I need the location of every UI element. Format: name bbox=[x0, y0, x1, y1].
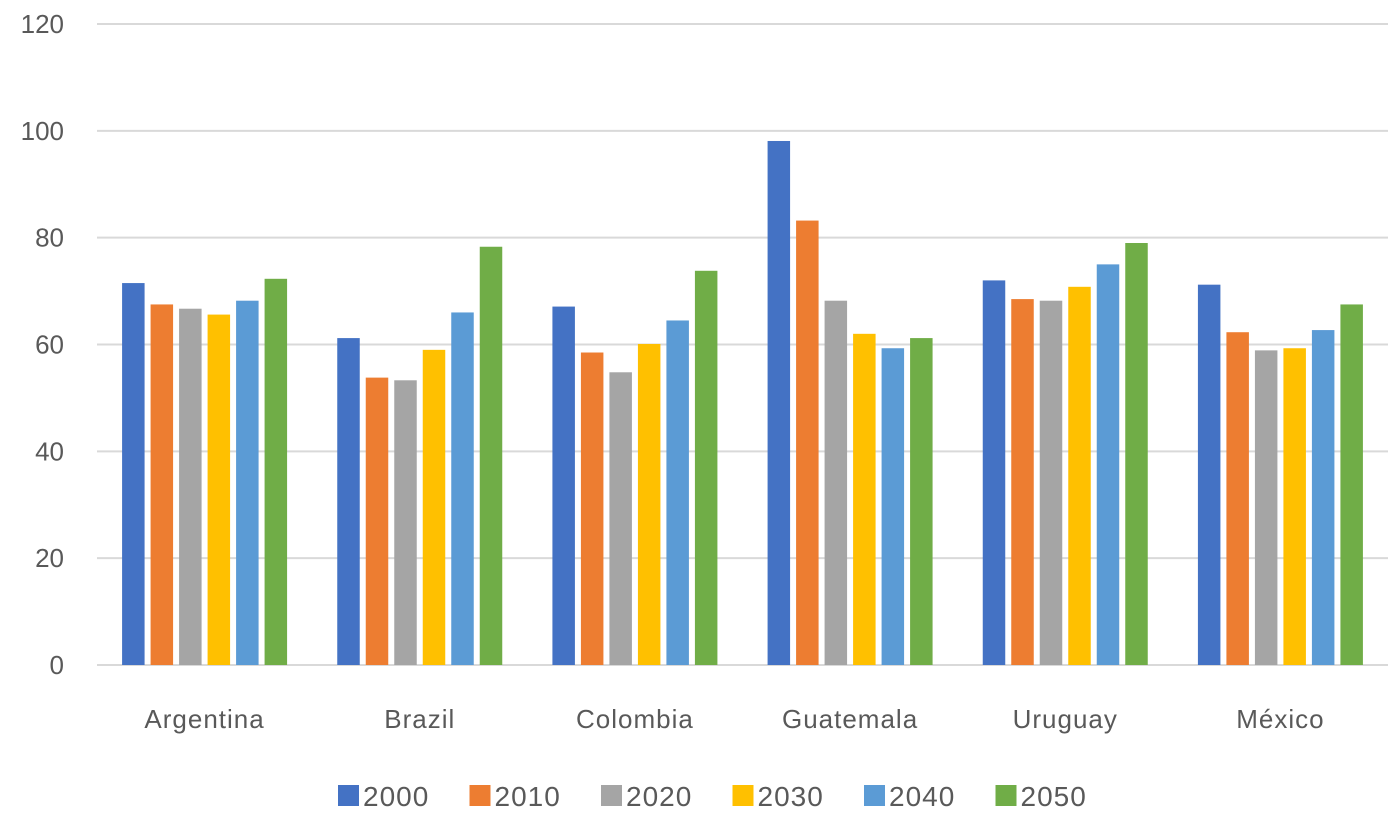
legend-swatch-2030 bbox=[732, 785, 754, 806]
y-tick-label: 0 bbox=[50, 650, 64, 680]
category-label: Argentina bbox=[144, 704, 264, 734]
category-label: Brazil bbox=[384, 704, 455, 734]
bar-2020 bbox=[824, 300, 848, 665]
bar-2020 bbox=[1254, 350, 1278, 665]
legend-swatch-2040 bbox=[864, 785, 885, 806]
gridlines bbox=[97, 23, 1388, 666]
legend: 2000 2010 2020 2030 2040 2050 bbox=[338, 781, 1087, 812]
bar-2010 bbox=[1226, 332, 1249, 665]
bar-2010 bbox=[1011, 299, 1034, 665]
bar-2020 bbox=[179, 308, 202, 665]
bar-2040 bbox=[881, 348, 905, 665]
bar-2040 bbox=[1096, 264, 1120, 665]
y-tick-label: 20 bbox=[35, 543, 64, 573]
legend-swatch-2000 bbox=[338, 785, 359, 806]
legend-swatch-2050 bbox=[995, 785, 1017, 806]
bar-2050 bbox=[1125, 243, 1148, 665]
bar-2050 bbox=[479, 246, 503, 665]
bar-2040 bbox=[236, 300, 259, 665]
legend-label: 2010 bbox=[495, 781, 561, 808]
bar-2000 bbox=[767, 140, 791, 666]
bar-2020 bbox=[609, 372, 632, 665]
bar-2000 bbox=[982, 280, 1006, 665]
bar-2030 bbox=[207, 314, 231, 665]
bar-2050 bbox=[910, 338, 933, 665]
bar-2020 bbox=[394, 380, 417, 665]
category-label: Guatemala bbox=[782, 704, 918, 734]
bar-2010 bbox=[365, 377, 389, 665]
legend-label: 2040 bbox=[889, 781, 955, 808]
legend-label: 2000 bbox=[363, 781, 429, 808]
bar-2040 bbox=[1311, 330, 1335, 665]
y-tick-label: 60 bbox=[35, 330, 64, 360]
category-label: Uruguay bbox=[1013, 704, 1118, 734]
legend-label: 2020 bbox=[626, 781, 692, 808]
bar-2050 bbox=[1340, 304, 1363, 665]
bar-2030 bbox=[1068, 286, 1091, 665]
bar-2020 bbox=[1039, 300, 1063, 665]
category-label: Colombia bbox=[576, 704, 694, 734]
y-tick-label: 120 bbox=[21, 9, 64, 39]
bar-2010 bbox=[580, 352, 604, 665]
bars bbox=[122, 140, 1363, 666]
category-label: México bbox=[1236, 704, 1324, 734]
y-tick-label: 80 bbox=[35, 223, 64, 253]
bar-2040 bbox=[451, 312, 474, 665]
bar-2050 bbox=[264, 278, 288, 665]
legend-swatch-2020 bbox=[601, 785, 622, 806]
bar-2030 bbox=[422, 349, 446, 665]
bar-2000 bbox=[1197, 284, 1221, 665]
bar-2040 bbox=[666, 320, 689, 665]
x-axis-categories: Argentina Brazil Colombia Guatemala Uruguay M… bbox=[144, 704, 1324, 734]
y-tick-label: 40 bbox=[35, 436, 64, 466]
y-tick-label: 100 bbox=[21, 116, 64, 146]
bar-2030 bbox=[853, 333, 876, 665]
bar-2050 bbox=[694, 270, 718, 665]
legend-label: 2050 bbox=[1021, 781, 1087, 808]
legend-label: 2030 bbox=[758, 781, 824, 808]
bar-2010 bbox=[150, 304, 174, 665]
legend-swatch-2010 bbox=[469, 785, 491, 806]
bar-2000 bbox=[122, 283, 145, 665]
y-axis-ticks: 0 20 40 60 80 100 120 bbox=[21, 9, 64, 680]
bar-2000 bbox=[337, 338, 360, 665]
bar-2030 bbox=[1283, 348, 1306, 665]
bar-2030 bbox=[637, 343, 661, 665]
bar-2010 bbox=[796, 220, 819, 665]
bar-2000 bbox=[552, 306, 575, 665]
